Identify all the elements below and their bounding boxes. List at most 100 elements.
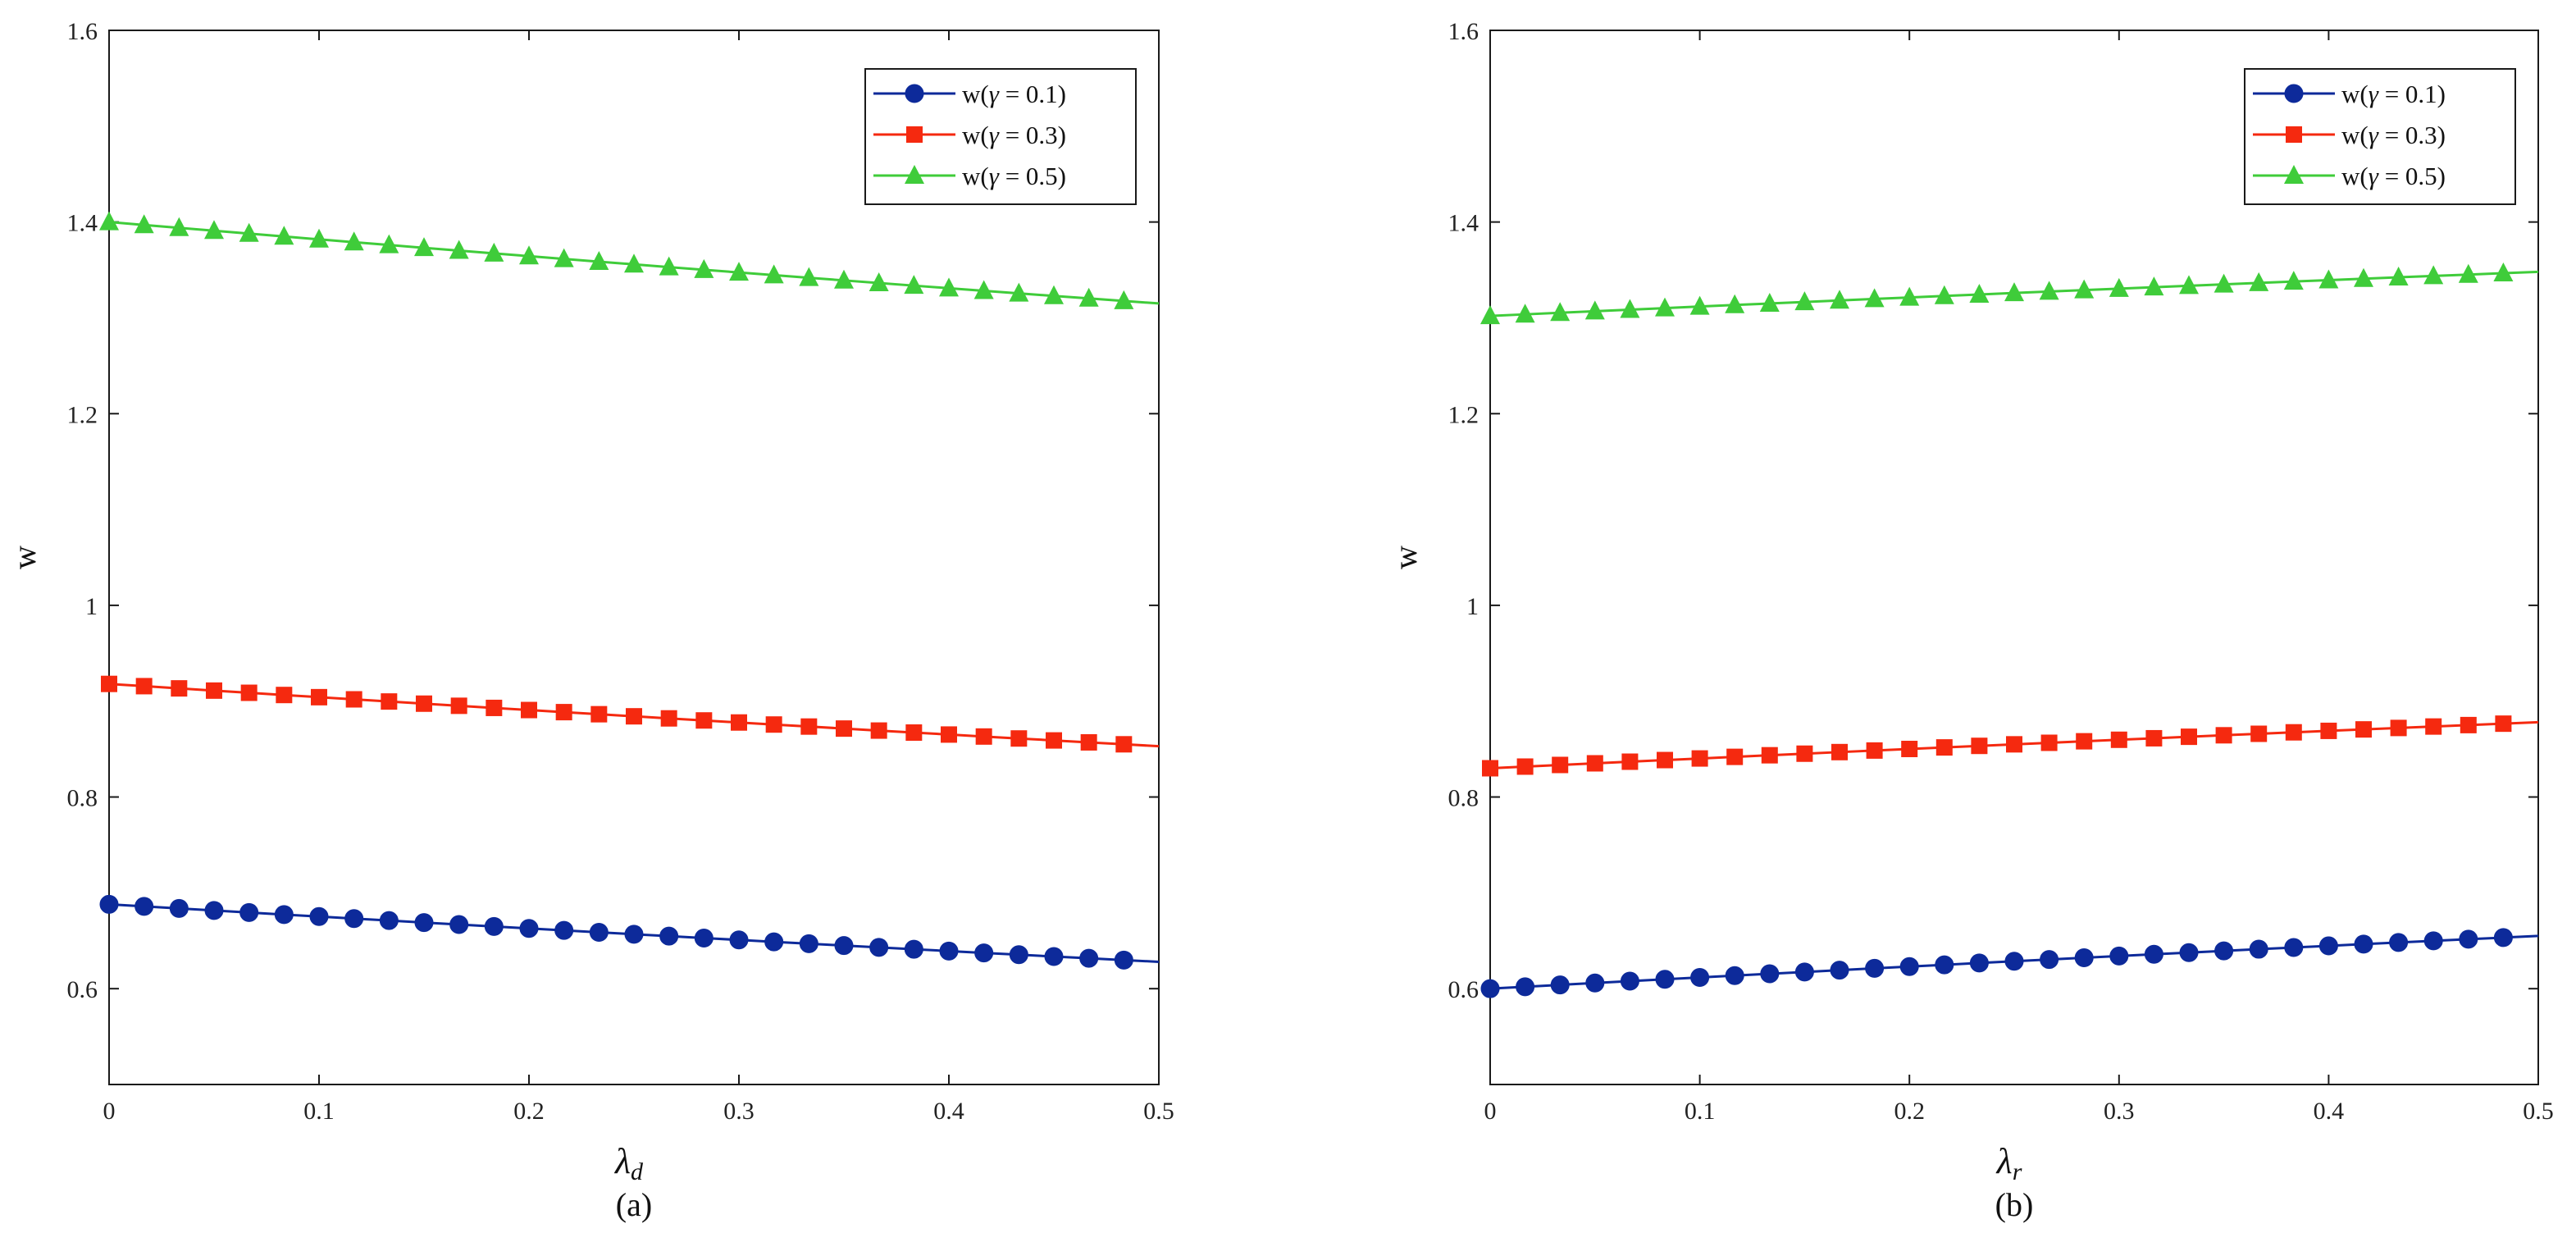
- data-point: [1552, 756, 1569, 774]
- data-point: [239, 222, 259, 242]
- legend-label: w(γ = 0.3): [2341, 121, 2446, 149]
- data-point: [2215, 727, 2232, 744]
- data-point: [2109, 946, 2129, 966]
- data-point: [2006, 736, 2022, 753]
- legend-label: w(γ = 0.3): [962, 121, 1066, 149]
- data-point: [1550, 302, 1571, 322]
- x-tick-label: 0.3: [723, 1098, 755, 1125]
- data-point: [2076, 733, 2093, 750]
- data-point: [1831, 743, 1848, 760]
- data-point: [484, 242, 504, 262]
- data-point: [379, 234, 399, 253]
- panel-a: 0 0.1 0.2 0.3 0.4 0.5 0.6 0.8 1 1.2 1.4 1.6 w λd(a) w(…: [6, 18, 1174, 1223]
- data-point: [1584, 300, 1605, 320]
- data-point: [904, 939, 923, 959]
- series-0: [1480, 928, 2539, 998]
- data-point: [276, 687, 293, 704]
- data-point: [939, 277, 959, 297]
- x-axis-label: λr: [1995, 1141, 2022, 1185]
- data-point: [1655, 297, 1675, 317]
- x-tick-label: 0.4: [2314, 1098, 2345, 1125]
- data-point: [764, 932, 784, 952]
- data-point: [1865, 958, 1885, 978]
- data-point: [449, 915, 469, 934]
- data-point: [660, 710, 677, 727]
- data-point: [2039, 281, 2059, 300]
- data-point: [204, 220, 224, 240]
- data-point: [1690, 968, 1710, 988]
- data-point: [169, 217, 189, 236]
- data-point: [764, 264, 784, 284]
- data-point: [1516, 977, 1535, 997]
- data-point: [99, 894, 119, 914]
- data-point: [2074, 279, 2095, 299]
- data-point: [2110, 731, 2127, 748]
- data-point: [1794, 962, 1814, 982]
- data-point: [939, 941, 959, 961]
- data-point: [1971, 737, 1988, 755]
- data-point: [2214, 273, 2234, 293]
- data-point: [836, 720, 852, 737]
- data-point: [1866, 742, 1883, 759]
- legend-label: w(γ = 0.1): [2341, 80, 2446, 108]
- legend-marker: [906, 126, 923, 143]
- series-2: [99, 211, 1160, 309]
- data-point: [344, 909, 364, 929]
- data-point: [2390, 719, 2407, 737]
- data-point: [1935, 739, 1953, 756]
- data-point: [484, 916, 504, 936]
- data-point: [206, 682, 222, 699]
- x-tick-label: 0.2: [513, 1098, 545, 1125]
- data-point: [1620, 299, 1640, 318]
- data-point: [554, 248, 574, 267]
- data-point: [1759, 292, 1780, 312]
- legend: w(γ = 0.1) w(γ = 0.3) w(γ = 0.5): [864, 68, 1137, 205]
- data-point: [2214, 941, 2234, 961]
- data-point: [1691, 750, 1708, 767]
- x-tick-label: 0.1: [303, 1098, 335, 1125]
- data-point: [381, 693, 398, 710]
- data-point: [1969, 283, 1990, 303]
- data-point: [2423, 931, 2443, 951]
- data-point: [486, 699, 503, 716]
- data-point: [2318, 269, 2339, 289]
- x-axis-label: λd: [613, 1141, 644, 1185]
- data-point: [204, 901, 224, 920]
- data-point: [2354, 934, 2373, 954]
- data-point: [2144, 944, 2163, 964]
- data-point: [449, 240, 469, 259]
- data-point: [1760, 964, 1780, 984]
- data-point: [590, 705, 608, 723]
- legend-marker: [905, 165, 924, 184]
- data-point: [1899, 957, 1919, 976]
- y-tick-label: 1.4: [1448, 210, 1479, 237]
- data-point: [1586, 755, 1603, 772]
- data-point: [2181, 728, 2197, 746]
- data-point: [1044, 285, 1064, 304]
- data-point: [2040, 950, 2059, 970]
- y-tick-label: 1.4: [67, 210, 98, 237]
- series-2: [1480, 263, 2539, 325]
- data-point: [2074, 948, 2094, 968]
- data-point: [869, 938, 889, 957]
- series-1: [101, 675, 1160, 753]
- y-tick-label: 1: [85, 593, 98, 620]
- data-point: [589, 922, 609, 942]
- y-axis-label: w: [1387, 546, 1424, 569]
- legend-marker: [905, 84, 924, 103]
- data-point: [1830, 290, 1849, 309]
- data-point: [973, 280, 994, 299]
- y-tick-label: 0.8: [67, 785, 98, 812]
- data-point: [2179, 275, 2199, 295]
- y-tick-label: 1.6: [67, 18, 98, 45]
- data-point: [554, 920, 574, 940]
- y-tick-label: 1.6: [1448, 18, 1479, 45]
- data-point: [2459, 929, 2478, 949]
- legend-marker: [2284, 165, 2304, 184]
- data-point: [99, 211, 119, 231]
- data-point: [1655, 970, 1675, 989]
- data-point: [2249, 272, 2269, 291]
- data-point: [171, 680, 188, 697]
- data-point: [1044, 947, 1064, 966]
- data-point: [1482, 760, 1498, 777]
